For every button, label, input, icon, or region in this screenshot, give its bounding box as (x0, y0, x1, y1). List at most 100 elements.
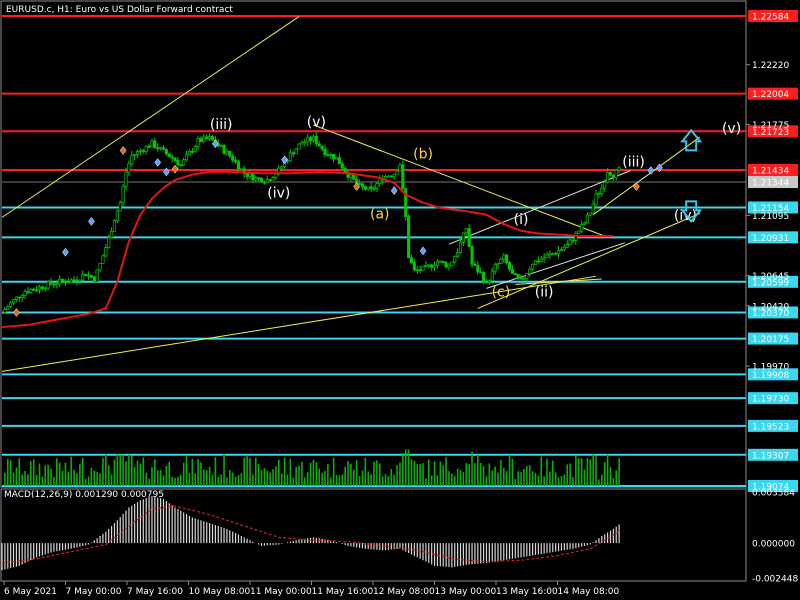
cyan-level-tag (748, 480, 798, 492)
candle-body (427, 264, 431, 267)
candle-body (531, 264, 535, 270)
candle-body (294, 148, 298, 155)
candle-body (309, 137, 313, 141)
candle-body (280, 166, 284, 169)
x-tick-label: 13 May 00:00 (435, 587, 497, 597)
candle-body (548, 253, 552, 256)
candle-body (242, 168, 246, 174)
candle-body (320, 145, 324, 150)
candle-body (101, 255, 105, 264)
candle-body (479, 271, 483, 274)
red-level-label: 1.22004 (752, 90, 789, 100)
candle-body (193, 146, 197, 152)
candle-body (89, 274, 93, 278)
y-tick-label: 1.20420 (752, 302, 789, 312)
candle-body (170, 156, 174, 159)
candle-body (375, 183, 379, 189)
candle-body (245, 173, 249, 177)
wave-label: (v) (722, 121, 741, 137)
candle-body (66, 281, 70, 284)
candle-body (23, 291, 27, 297)
candle-body (69, 279, 73, 283)
down-arrow-icon (680, 200, 703, 223)
candle-body (461, 232, 465, 243)
red-level-tag (748, 125, 798, 138)
red-level-tag (748, 10, 798, 22)
candle-body (450, 261, 454, 266)
trade-marker (353, 182, 361, 192)
candle-body (138, 150, 142, 152)
candle-body (29, 289, 33, 293)
candle-body (314, 135, 318, 145)
candle-body (582, 222, 587, 225)
c-wave-line (515, 278, 602, 285)
candle-body (401, 164, 405, 189)
candle-body (438, 260, 442, 263)
descending-trendline (313, 124, 605, 237)
candle-body (104, 247, 108, 257)
candle-body (545, 254, 549, 259)
cyan-level-label: 1.19730 (752, 395, 789, 405)
candle-body (585, 214, 589, 224)
x-tick-label: 13 May 16:00 (496, 587, 558, 597)
trade-marker (281, 155, 288, 165)
up-arrow-icon (680, 128, 703, 152)
candle-body (363, 186, 367, 190)
trade-marker (119, 146, 127, 155)
wave-label: (iii) (210, 117, 233, 133)
macd-frame (0, 488, 747, 582)
candle-body (297, 143, 301, 150)
macd-tick-label: 0.000000 (752, 540, 795, 550)
candle-body (3, 309, 7, 313)
candle-body (409, 257, 414, 264)
candle-body (392, 173, 396, 177)
candle-body (236, 161, 241, 170)
candle-body (597, 193, 601, 195)
candle-body (473, 263, 477, 266)
candle-body (84, 274, 88, 276)
y-tick-label: 1.22220 (752, 61, 789, 71)
candle-body (433, 265, 437, 268)
candle-body (147, 145, 151, 148)
cyan-level-label: 1.19307 (752, 451, 789, 461)
candle-body (176, 160, 180, 166)
candle-body (334, 157, 339, 160)
trade-marker (390, 186, 398, 196)
candle-body (185, 154, 189, 161)
candle-body (75, 279, 79, 282)
candle-body (594, 193, 598, 205)
candle-body (262, 181, 266, 184)
candle-body (141, 150, 145, 152)
candle-body (352, 174, 356, 180)
cyan-level-label: 1.20370 (752, 309, 789, 319)
trade-marker (647, 166, 655, 175)
candle-body (32, 289, 36, 291)
candle-body (251, 173, 255, 181)
candle-body (516, 273, 520, 279)
candle-body (323, 148, 327, 156)
y-tick-label: 1.21095 (752, 212, 789, 222)
candle-body (228, 150, 232, 157)
candle-body (173, 157, 177, 161)
x-tick-label: 11 May 16:00 (312, 587, 374, 597)
wave-labels: (iii) (v)(iv)(a)(b)(c)(i)(ii)(iii)(iv)(v) (210, 114, 741, 300)
trade-marker (633, 182, 640, 192)
candle-body (135, 150, 140, 155)
candle-body (55, 283, 59, 286)
candle-body (95, 269, 99, 282)
candle-body (58, 278, 62, 285)
candle-body (369, 186, 373, 189)
candle-body (608, 172, 613, 176)
candle-body (493, 264, 497, 272)
cyan-level-label: 1.20175 (752, 335, 789, 345)
ma-line (1, 170, 614, 329)
candle-body (288, 152, 292, 162)
moving-average (1, 170, 614, 329)
candle-body (505, 254, 509, 263)
candle-body (159, 147, 163, 150)
price-axis: 1.22584 1.22004 1.21723 1.21434 1.21154 1.209… (746, 10, 798, 585)
candle-body (487, 280, 491, 283)
red-level-label: 1.21723 (752, 128, 789, 138)
